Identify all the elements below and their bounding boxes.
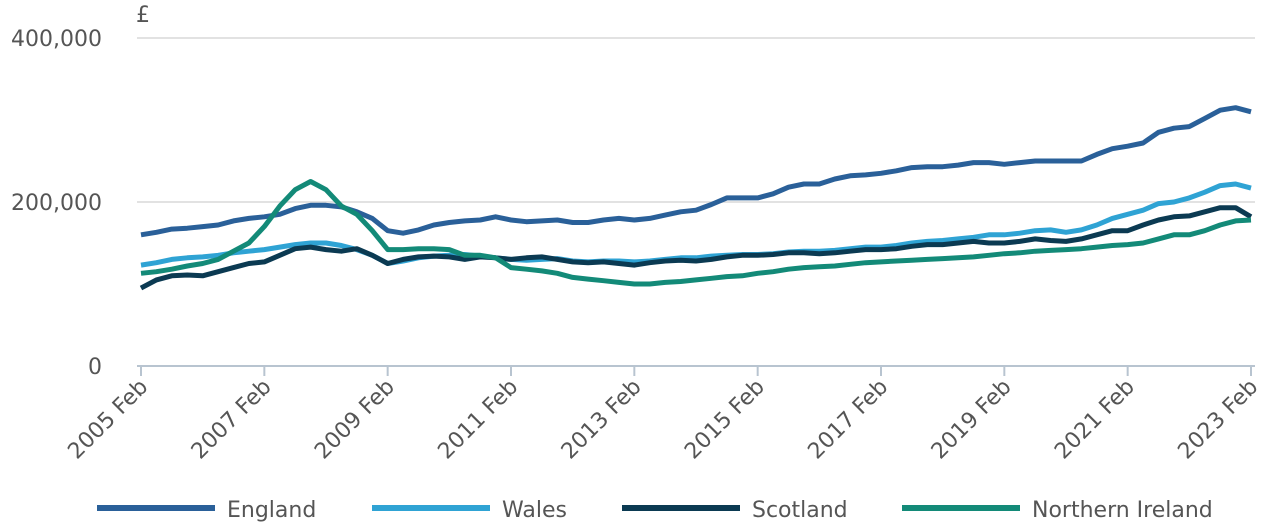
x-tick-label: 2019 Feb	[927, 375, 1017, 465]
x-tick-label: 2023 Feb	[1173, 375, 1263, 465]
x-tick-label: 2007 Feb	[187, 375, 277, 465]
x-tick-label: 2017 Feb	[803, 375, 893, 465]
y-tick-label: 200,000	[11, 191, 102, 216]
x-tick-label: 2005 Feb	[63, 375, 153, 465]
x-tick-label: 2009 Feb	[310, 375, 400, 465]
legend-label: England	[227, 498, 316, 523]
legend-label: Scotland	[752, 498, 848, 523]
series-line	[139, 205, 1253, 291]
series-line	[140, 179, 1252, 287]
series-line	[140, 105, 1252, 238]
y-unit-label: £	[136, 3, 150, 28]
x-tick-label: 2011 Feb	[433, 375, 523, 465]
x-tick-label: 2013 Feb	[557, 375, 647, 465]
y-tick-label: 400,000	[11, 27, 102, 52]
legend-label: Wales	[502, 498, 567, 523]
y-tick-label: 0	[88, 355, 102, 380]
x-tick-label: 2021 Feb	[1050, 375, 1140, 465]
legend-label: Northern Ireland	[1032, 498, 1213, 523]
x-tick-label: 2015 Feb	[680, 375, 770, 465]
series-line	[140, 181, 1252, 268]
